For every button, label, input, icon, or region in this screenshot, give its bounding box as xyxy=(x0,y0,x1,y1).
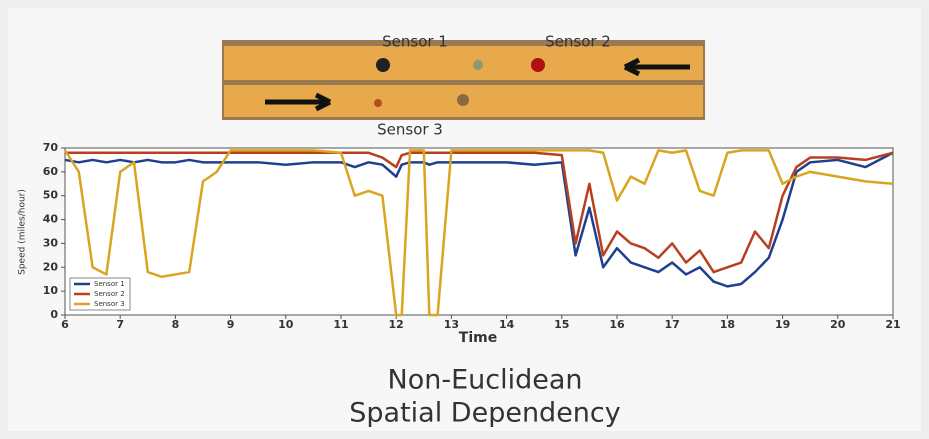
x-tick-label: 11 xyxy=(333,318,348,331)
x-tick-label: 17 xyxy=(665,318,680,331)
arrow xyxy=(265,92,332,112)
x-tick-label: 13 xyxy=(444,318,459,331)
x-tick-label: 20 xyxy=(830,318,846,331)
y-axis-label: Speed (miles/hour) xyxy=(18,189,28,275)
legend-label: Sensor 2 xyxy=(94,290,125,298)
x-tick-label: 9 xyxy=(227,318,235,331)
x-tick-label: 18 xyxy=(720,318,735,331)
y-tick-label: 70 xyxy=(43,141,59,154)
y-tick-label: 0 xyxy=(50,308,58,321)
caption: Non-Euclidean xyxy=(388,365,583,396)
x-tick-label: 14 xyxy=(499,318,515,331)
x-tick-label: 7 xyxy=(116,318,124,331)
x-tick-label: 15 xyxy=(554,318,569,331)
sensor-dot xyxy=(374,99,382,107)
sensor-dot xyxy=(376,58,390,72)
sensor-label: Sensor 1 xyxy=(382,33,448,51)
y-tick-label: 30 xyxy=(43,236,59,249)
x-tick-label: 21 xyxy=(885,318,900,331)
series-line xyxy=(63,149,894,317)
x-tick-label: 8 xyxy=(172,318,180,331)
sensor-dot xyxy=(457,94,469,106)
caption: Spatial Dependency xyxy=(349,398,621,429)
series-line xyxy=(64,151,894,288)
plot-area xyxy=(64,147,894,316)
x-tick-label: 12 xyxy=(389,318,404,331)
y-tick-label: 50 xyxy=(43,189,59,202)
x-tick-label: 16 xyxy=(609,318,625,331)
lane-top xyxy=(224,46,703,80)
y-tick-label: 60 xyxy=(43,165,59,178)
sensor-dot xyxy=(473,60,483,70)
legend-label: Sensor 3 xyxy=(94,300,125,308)
legend-label: Sensor 1 xyxy=(94,280,125,288)
y-tick-label: 10 xyxy=(43,284,59,297)
y-tick-label: 20 xyxy=(43,260,59,273)
sensor-dot xyxy=(531,58,545,72)
x-tick-label: 10 xyxy=(278,318,294,331)
x-tick-label: 19 xyxy=(775,318,790,331)
series-line xyxy=(65,151,894,274)
arrow xyxy=(623,57,690,77)
sensor-label: Sensor 3 xyxy=(377,121,443,139)
sensor-label: Sensor 2 xyxy=(545,33,611,51)
x-axis-label: Time xyxy=(459,330,497,346)
x-tick-label: 6 xyxy=(61,318,69,331)
y-tick-label: 40 xyxy=(43,213,59,226)
